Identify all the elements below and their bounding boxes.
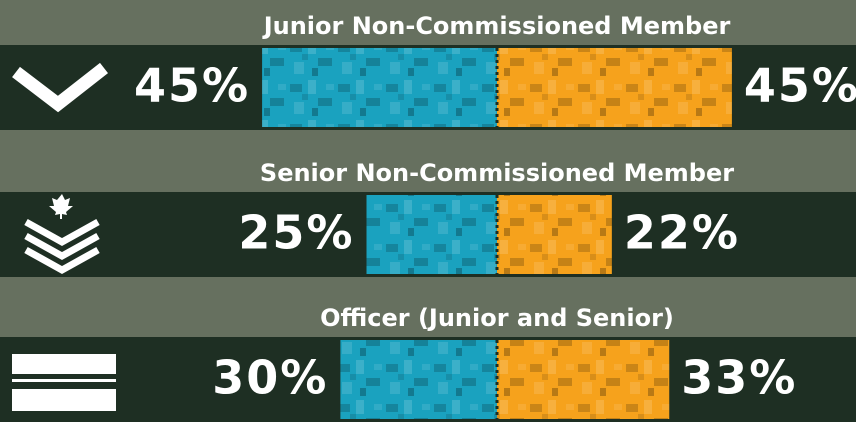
camo-texture	[340, 340, 497, 419]
row-title: Senior Non-Commissioned Member	[260, 159, 734, 187]
camo-texture	[366, 195, 497, 274]
camo-texture	[262, 48, 497, 127]
value-label: 30%	[212, 351, 328, 405]
officer-icon	[12, 354, 116, 411]
value-label: 25%	[238, 206, 354, 260]
value-label: 45%	[744, 59, 856, 113]
camo-texture	[497, 48, 732, 127]
value-label: 22%	[624, 206, 740, 260]
value-label: 45%	[134, 59, 250, 113]
sergeant-icon	[24, 194, 100, 275]
camo-texture	[497, 195, 612, 274]
camo-texture	[497, 340, 670, 419]
row-title: Officer (Junior and Senior)	[320, 304, 674, 332]
value-label: 33%	[681, 351, 797, 405]
chevron-icon	[12, 62, 109, 113]
row-title: Junior Non-Commissioned Member	[262, 12, 731, 40]
